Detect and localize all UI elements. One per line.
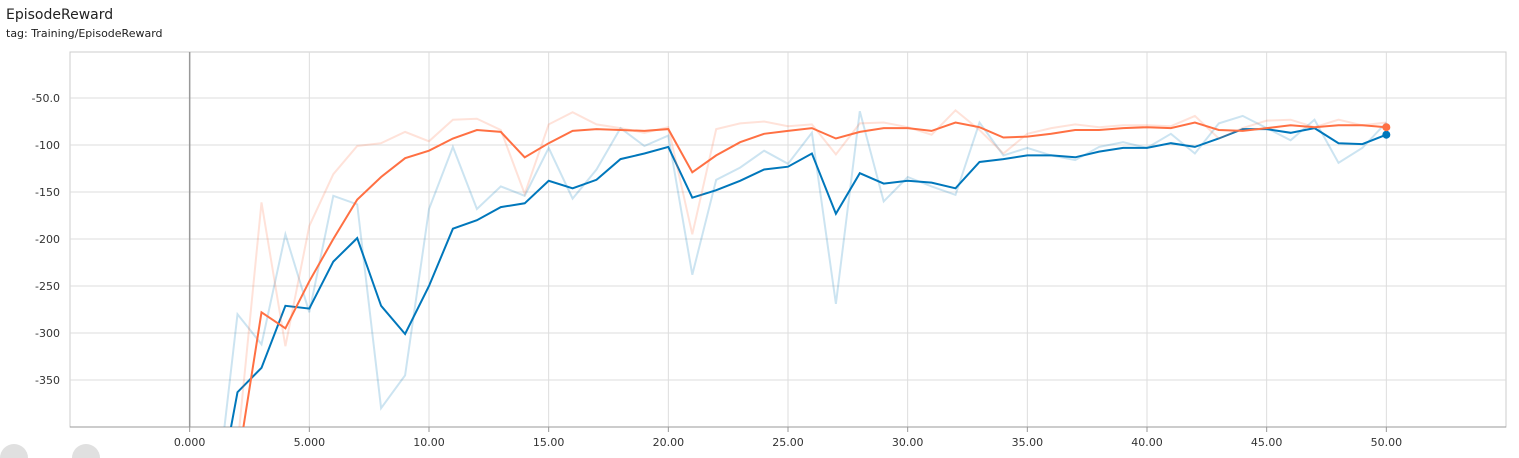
chart-tag: tag: Training/EpisodeReward [6,27,163,40]
y-tick-label: -50.0 [32,92,60,105]
x-tick-label: 25.00 [772,436,804,449]
x-tick-label: 20.00 [653,436,685,449]
x-tick-label: 40.00 [1131,436,1163,449]
series-1-last-point [1382,123,1391,132]
y-tick-label: -150 [35,186,60,199]
fit-domain-button[interactable] [72,444,100,458]
y-tick-label: -100 [35,139,60,152]
x-tick-label: 5.000 [294,436,326,449]
x-tick-label: 45.00 [1251,436,1283,449]
series-0-raw-line [223,110,1388,427]
x-tick-label: 50.00 [1371,436,1403,449]
x-tick-label: 15.00 [533,436,565,449]
series-1-smoothed-line [242,121,1387,427]
toggle-log-scale-button[interactable] [0,444,28,458]
series-0-last-point [1382,130,1391,139]
y-tick-label: -350 [35,374,60,387]
series-0-smoothed-line [230,127,1387,427]
x-tick-label: 10.00 [413,436,445,449]
y-tick-label: -200 [35,233,60,246]
series-1-raw-line [238,108,1387,427]
chart-title: EpisodeReward [6,7,114,23]
x-tick-label: 30.00 [892,436,924,449]
y-tick-label: -300 [35,327,60,340]
x-tick-label: 35.00 [1012,436,1044,449]
y-tick-label: -250 [35,280,60,293]
x-tick-label: 0.000 [174,436,206,449]
